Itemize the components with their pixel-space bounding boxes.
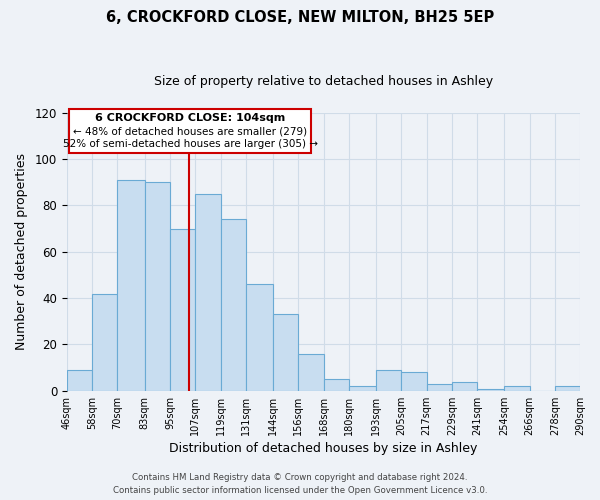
- Bar: [376, 370, 401, 391]
- Bar: [145, 182, 170, 391]
- Bar: [505, 386, 530, 391]
- Bar: [477, 388, 505, 391]
- Bar: [221, 220, 246, 391]
- Bar: [349, 386, 376, 391]
- Bar: [452, 382, 477, 391]
- Text: ← 48% of detached houses are smaller (279): ← 48% of detached houses are smaller (27…: [73, 126, 307, 136]
- Text: Contains HM Land Registry data © Crown copyright and database right 2024.
Contai: Contains HM Land Registry data © Crown c…: [113, 473, 487, 495]
- Text: 52% of semi-detached houses are larger (305) →: 52% of semi-detached houses are larger (…: [62, 140, 317, 149]
- Bar: [195, 194, 221, 391]
- Bar: [555, 386, 580, 391]
- FancyBboxPatch shape: [69, 110, 311, 154]
- Bar: [246, 284, 273, 391]
- Bar: [427, 384, 452, 391]
- X-axis label: Distribution of detached houses by size in Ashley: Distribution of detached houses by size …: [169, 442, 478, 455]
- Title: Size of property relative to detached houses in Ashley: Size of property relative to detached ho…: [154, 75, 493, 88]
- Bar: [273, 314, 298, 391]
- Bar: [323, 379, 349, 391]
- Bar: [298, 354, 323, 391]
- Text: 6, CROCKFORD CLOSE, NEW MILTON, BH25 5EP: 6, CROCKFORD CLOSE, NEW MILTON, BH25 5EP: [106, 10, 494, 25]
- Bar: [118, 180, 145, 391]
- Y-axis label: Number of detached properties: Number of detached properties: [15, 154, 28, 350]
- Bar: [67, 370, 92, 391]
- Bar: [401, 372, 427, 391]
- Bar: [170, 228, 195, 391]
- Text: 6 CROCKFORD CLOSE: 104sqm: 6 CROCKFORD CLOSE: 104sqm: [95, 113, 285, 123]
- Bar: [92, 294, 118, 391]
